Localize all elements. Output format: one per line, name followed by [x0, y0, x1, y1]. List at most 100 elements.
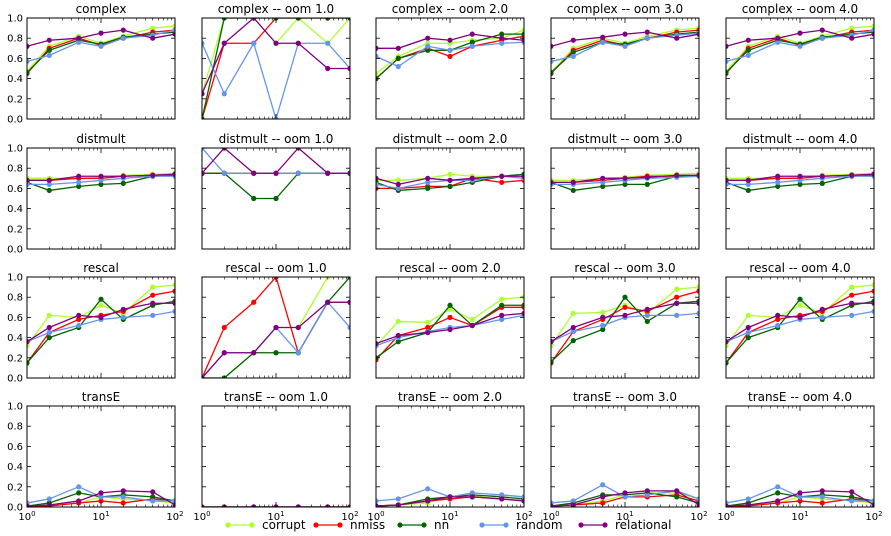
- data-point: [172, 288, 175, 294]
- panel: transE 0.0 0.2 0.4 0.6 0.8 1.0 100 101 102: [7, 390, 184, 523]
- data-point: [376, 53, 379, 59]
- data-point: [425, 498, 431, 504]
- data-point: [376, 175, 379, 181]
- data-point: [150, 312, 156, 318]
- panel: complex 0.0 0.2 0.4 0.6 0.8 1.0: [7, 2, 176, 126]
- data-point: [395, 55, 401, 62]
- data-point: [644, 318, 650, 325]
- data-point: [172, 308, 175, 314]
- data-point: [499, 316, 505, 323]
- data-point: [172, 31, 175, 37]
- data-point: [622, 294, 628, 300]
- data-point: [570, 310, 576, 316]
- y-tick-label: 0.4: [7, 204, 23, 215]
- data-point: [775, 179, 781, 185]
- data-point: [570, 179, 576, 185]
- data-point: [98, 302, 104, 308]
- panel: distmult -- oom 3.0: [550, 132, 700, 250]
- data-point: [570, 37, 576, 43]
- data-point: [674, 172, 680, 178]
- data-point: [499, 179, 505, 185]
- y-tick-label: 1.0: [7, 402, 23, 413]
- data-point: [76, 35, 82, 41]
- data-point: [551, 503, 554, 507]
- data-point: [347, 18, 350, 21]
- data-point: [172, 300, 175, 306]
- data-point: [819, 488, 825, 494]
- data-point: [696, 310, 699, 316]
- x-tick-label: 101: [616, 510, 633, 523]
- data-point: [469, 494, 475, 500]
- series-random: [376, 39, 524, 70]
- data-point: [745, 52, 751, 58]
- data-point: [46, 324, 52, 331]
- panel-title: rescal -- oom 3.0: [574, 261, 675, 275]
- data-point: [150, 25, 156, 31]
- legend-swatch-marker: [397, 522, 403, 528]
- data-point: [98, 43, 104, 49]
- data-point: [600, 179, 606, 185]
- y-tick-label: 1.0: [7, 273, 23, 284]
- data-point: [871, 308, 874, 314]
- data-point: [98, 173, 104, 179]
- data-point: [395, 318, 401, 325]
- data-point: [325, 65, 331, 72]
- data-point: [775, 39, 781, 45]
- data-point: [499, 492, 505, 498]
- data-point: [696, 284, 699, 290]
- x-tick-label: 101: [441, 510, 458, 523]
- data-point: [551, 343, 554, 349]
- data-point: [98, 181, 104, 187]
- data-point: [674, 488, 680, 494]
- data-point: [221, 40, 227, 46]
- data-point: [600, 494, 606, 500]
- data-point: [150, 172, 156, 178]
- y-tick-label: 0.4: [7, 462, 23, 473]
- panel: rescal -- oom 2.0: [375, 261, 525, 379]
- series-random: [27, 27, 175, 65]
- data-point: [469, 490, 475, 496]
- data-point: [775, 322, 781, 329]
- data-point: [46, 177, 52, 183]
- data-point: [622, 43, 628, 49]
- series-relational: [376, 173, 524, 187]
- panel: distmult -- oom 1.0: [201, 132, 351, 250]
- data-point: [797, 173, 803, 179]
- y-tick-label: 0.2: [7, 353, 23, 364]
- data-point: [499, 35, 505, 41]
- legend-label: nn: [434, 518, 449, 532]
- data-point: [447, 37, 453, 43]
- data-point: [521, 310, 524, 316]
- legend-swatch-marker: [503, 522, 509, 528]
- data-point: [600, 322, 606, 329]
- data-point: [76, 484, 82, 490]
- data-point: [447, 171, 453, 177]
- data-point: [120, 494, 126, 500]
- data-point: [819, 500, 825, 506]
- data-point: [273, 324, 279, 331]
- y-tick-label: 0.0: [7, 115, 23, 126]
- panel: rescal -- oom 3.0: [550, 261, 700, 379]
- series-relational: [27, 171, 175, 183]
- panel-title: distmult -- oom 3.0: [568, 132, 683, 146]
- data-point: [120, 306, 126, 312]
- data-point: [745, 181, 751, 187]
- data-point: [570, 338, 576, 344]
- panel-title: complex: [76, 2, 127, 16]
- data-point: [376, 70, 379, 77]
- data-point: [674, 300, 680, 306]
- data-point: [551, 43, 554, 49]
- x-tick-label: 102: [515, 510, 532, 523]
- series-random: [27, 484, 175, 506]
- data-point: [98, 498, 104, 504]
- data-point: [120, 314, 126, 320]
- data-point: [644, 174, 650, 180]
- data-point: [622, 175, 628, 181]
- data-point: [46, 52, 52, 58]
- data-point: [797, 314, 803, 320]
- data-point: [425, 175, 431, 181]
- data-point: [46, 329, 52, 336]
- y-tick-label: 0.6: [7, 442, 23, 453]
- data-point: [819, 35, 825, 41]
- series-relational: [551, 300, 699, 345]
